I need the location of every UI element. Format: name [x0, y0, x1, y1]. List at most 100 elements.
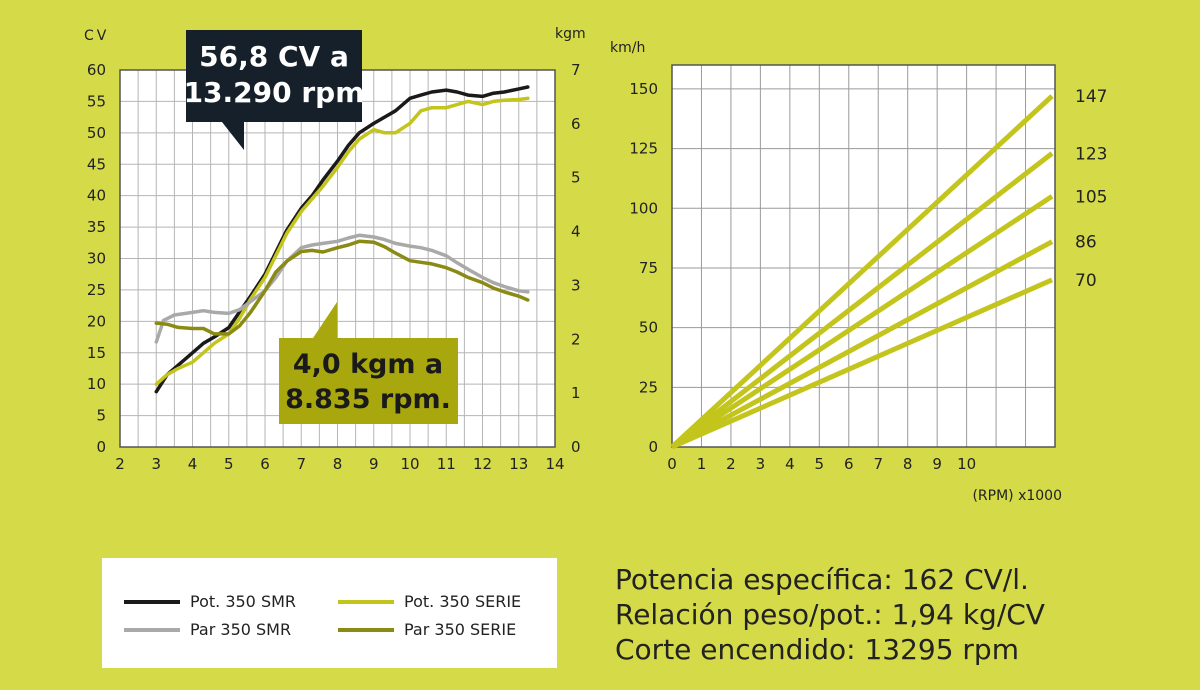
x-tick-label: 5 [815, 455, 825, 473]
series-line [670, 151, 1054, 449]
series-line [154, 239, 530, 336]
series-end-label: 123 [1075, 144, 1107, 164]
series-line [670, 94, 1054, 449]
x-tick-label: 13 [509, 455, 528, 473]
series-line [670, 239, 1054, 450]
x-tick-label: 12 [473, 455, 492, 473]
series-end-label: 147 [1075, 87, 1107, 107]
y-right-tick-label: 6 [571, 115, 581, 133]
x-tick-label: 4 [785, 455, 795, 473]
y-left-tick-label: 30 [87, 250, 106, 268]
legend-item-par-serie: Par 350 SERIE [338, 620, 516, 639]
legend-label: Par 350 SMR [190, 620, 292, 639]
y-tick-label: 50 [639, 319, 658, 337]
specs-block: Potencia específica: 162 CV/l. Relación … [615, 562, 1045, 667]
x-tick-label: 5 [224, 455, 234, 473]
legend: Pot. 350 SMR Pot. 350 SERIE Par 350 SMR … [102, 558, 557, 668]
y-tick-label: 25 [639, 378, 658, 396]
y-right-tick-label: 2 [571, 330, 581, 348]
x-tick-label: 14 [545, 455, 564, 473]
x-tick-label: 0 [667, 455, 677, 473]
y-left-tick-label: 5 [96, 407, 106, 425]
y-left-tick-label: 0 [96, 438, 106, 456]
spec-label: Potencia específica: [615, 563, 893, 596]
series-line [670, 194, 1054, 450]
y-left-axis-label: CV [84, 28, 109, 44]
torque-callout-line-1: 4,0 kgm a [293, 349, 443, 380]
y-right-tick-label: 7 [571, 61, 581, 79]
callouts: 56,8 CV a 13.290 rpm 4,0 kgm a 8.835 rpm… [184, 30, 458, 424]
y-right-tick-label: 3 [571, 276, 581, 294]
x-tick-label: 11 [437, 455, 456, 473]
y-left-tick-label: 25 [87, 281, 106, 299]
y-left-tick-label: 40 [87, 187, 106, 205]
x-tick-label: 7 [296, 455, 306, 473]
legend-swatch [338, 599, 394, 604]
series-end-label: 70 [1075, 271, 1097, 291]
series-line [154, 233, 530, 344]
y-tick-label: 125 [629, 140, 658, 158]
y-tick-label: 150 [629, 80, 658, 98]
x-tick-label: 10 [400, 455, 419, 473]
spec-row-corte: Corte encendido: 13295 rpm [615, 632, 1045, 667]
y-left-tick-label: 10 [87, 375, 106, 393]
plot-frame [671, 64, 1056, 448]
power-callout: 56,8 CV a 13.290 rpm [184, 30, 365, 150]
x-tick-label: 3 [151, 455, 161, 473]
y-right-tick-label: 1 [571, 384, 581, 402]
plot-area [672, 65, 1055, 447]
x-tick-label: 2 [115, 455, 125, 473]
x-tick-label: 2 [726, 455, 736, 473]
y-right-tick-label: 0 [571, 438, 581, 456]
series-end-label: 86 [1075, 233, 1097, 253]
y-right-tick-label: 5 [571, 169, 581, 187]
torque-callout-line-2: 8.835 rpm. [285, 384, 451, 415]
y-axis-label: km/h [610, 40, 645, 56]
x-tick-label: 9 [932, 455, 942, 473]
x-tick-label: 3 [756, 455, 766, 473]
spec-label: Corte encendido: [615, 633, 856, 666]
y-tick-label: 100 [629, 199, 658, 217]
spec-value: 1,94 kg/CV [891, 598, 1045, 631]
x-tick-label: 8 [333, 455, 343, 473]
y-right-tick-label: 4 [571, 223, 581, 241]
legend-item-par-smr: Par 350 SMR [124, 620, 291, 639]
spec-row-potencia: Potencia específica: 162 CV/l. [615, 562, 1045, 597]
y-tick-label: 0 [648, 438, 658, 456]
x-axis-label: (RPM) x1000 [972, 488, 1062, 504]
series-end-label: 105 [1075, 187, 1107, 207]
y-left-tick-label: 55 [87, 92, 106, 110]
x-tick-label: 9 [369, 455, 379, 473]
legend-label: Pot. 350 SERIE [404, 592, 522, 611]
power-callout-line-2: 13.290 rpm [184, 76, 365, 109]
power-callout-line-1: 56,8 CV a [199, 40, 349, 73]
legend-swatch [124, 627, 180, 632]
spec-label: Relación peso/pot.: [615, 598, 883, 631]
y-left-tick-label: 20 [87, 312, 106, 330]
spec-value: 162 CV/l. [901, 563, 1029, 596]
spec-value: 13295 rpm [864, 633, 1019, 666]
y-left-tick-label: 35 [87, 218, 106, 236]
legend-swatch [338, 627, 394, 632]
y-left-tick-label: 15 [87, 344, 106, 362]
x-tick-label: 6 [844, 455, 854, 473]
legend-swatch [124, 599, 180, 604]
x-tick-label: 1 [697, 455, 707, 473]
x-tick-label: 7 [873, 455, 883, 473]
legend-label: Pot. 350 SMR [190, 592, 297, 611]
legend-item-pot-serie: Pot. 350 SERIE [338, 592, 521, 611]
y-left-tick-label: 50 [87, 124, 106, 142]
torque-callout: 4,0 kgm a 8.835 rpm. [279, 302, 458, 424]
series-line [154, 96, 530, 386]
y-right-axis-label: kgm [555, 26, 586, 42]
x-tick-label: 4 [188, 455, 198, 473]
series-line [670, 277, 1054, 450]
y-left-tick-label: 45 [87, 155, 106, 173]
y-tick-label: 75 [639, 259, 658, 277]
x-tick-label: 6 [260, 455, 270, 473]
legend-item-pot-smr: Pot. 350 SMR [124, 592, 296, 611]
x-tick-label: 8 [903, 455, 913, 473]
spec-row-relacion: Relación peso/pot.: 1,94 kg/CV [615, 597, 1045, 632]
